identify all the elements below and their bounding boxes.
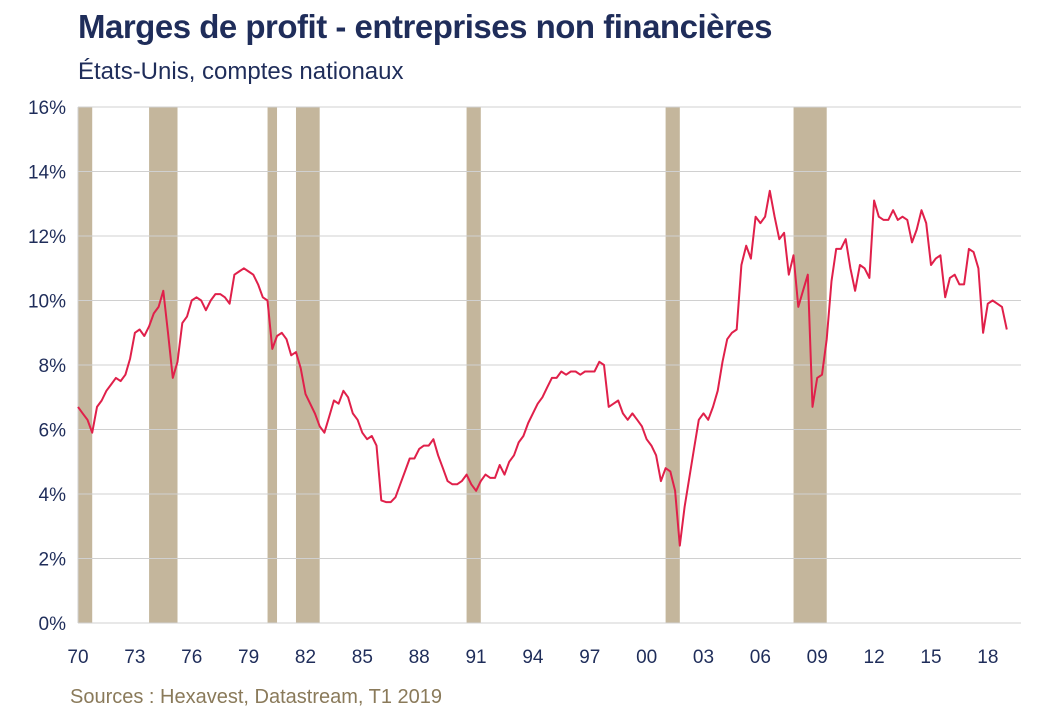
x-tick-label: 91 (465, 647, 486, 668)
series-layer (77, 189, 1008, 547)
x-tick-label: 88 (409, 647, 430, 668)
x-tick-label: 18 (977, 647, 998, 668)
y-tick-label: 6% (39, 421, 67, 442)
x-tick-label: 94 (522, 647, 544, 668)
x-tick-label: 12 (864, 647, 885, 668)
x-tick-label: 06 (750, 647, 771, 668)
y-tick-label: 0% (39, 614, 67, 635)
x-tick-label: 82 (295, 647, 316, 668)
y-tick-label: 8% (39, 356, 67, 377)
gridlines (77, 106, 1021, 624)
profit-margin-line (77, 189, 1008, 547)
x-tick-label: 09 (807, 647, 828, 668)
x-tick-label: 73 (124, 647, 145, 668)
x-tick-label: 76 (181, 647, 202, 668)
x-tick-label: 15 (920, 647, 941, 668)
x-tick-label: 00 (636, 647, 657, 668)
y-tick-label: 2% (39, 550, 67, 571)
y-tick-label: 12% (28, 227, 66, 248)
x-tick-label: 70 (67, 647, 88, 668)
chart-title: Marges de profit - entreprises non finan… (78, 8, 773, 45)
x-tick-label: 85 (352, 647, 373, 668)
y-tick-label: 10% (28, 292, 66, 313)
x-tick-label: 03 (693, 647, 714, 668)
x-axis-ticks: 70 73 76 79 82 85 88 91 94 97 00 03 06 09 12 15 18 (67, 647, 998, 668)
y-tick-label: 16% (28, 98, 66, 119)
x-tick-label: 79 (238, 647, 259, 668)
source-note: Sources : Hexavest, Datastream, T1 2019 (70, 686, 443, 708)
x-tick-label: 97 (579, 647, 600, 668)
chart-subtitle: États-Unis, comptes nationaux (78, 58, 404, 85)
y-tick-label: 14% (28, 163, 66, 184)
y-axis-ticks: 0% 2% 4% 6% 8% 10% 12% 14% 16% (28, 98, 66, 635)
y-tick-label: 4% (39, 485, 67, 506)
